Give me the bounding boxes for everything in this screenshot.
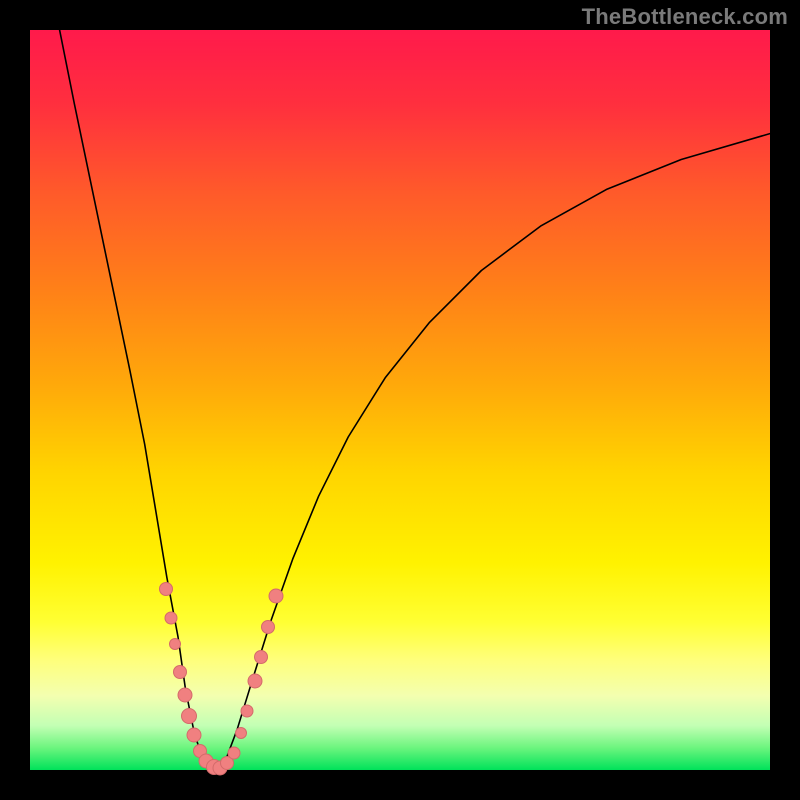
data-dot — [159, 582, 173, 596]
data-dot — [247, 674, 262, 689]
data-dot — [164, 612, 177, 625]
data-dot — [235, 727, 247, 739]
watermark-text: TheBottleneck.com — [582, 4, 788, 30]
data-dot — [269, 589, 284, 604]
data-dot — [227, 746, 240, 759]
data-dot — [254, 650, 268, 664]
chart-container: TheBottleneck.com — [0, 0, 800, 800]
data-dot — [169, 638, 181, 650]
data-dot — [240, 704, 253, 717]
data-dot — [173, 665, 187, 679]
data-dot — [177, 687, 192, 702]
data-dot — [181, 708, 197, 724]
data-dot — [261, 620, 275, 634]
data-dot — [187, 728, 202, 743]
dots-layer — [30, 30, 770, 770]
plot-area — [30, 30, 770, 770]
